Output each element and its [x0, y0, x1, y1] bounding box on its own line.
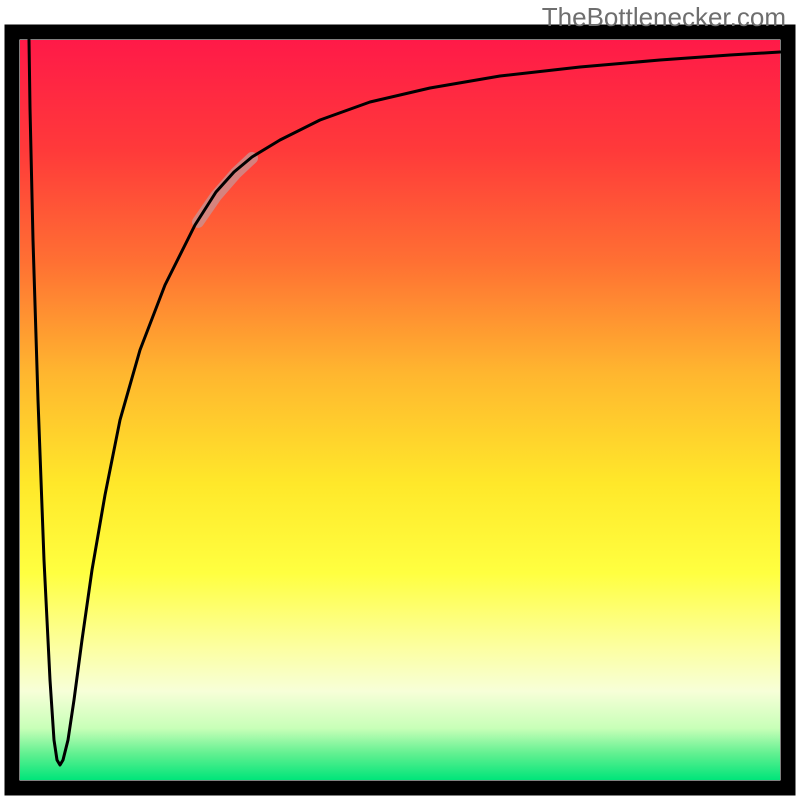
- chart-container: TheBottlenecker.com: [0, 0, 800, 800]
- plot-background: [20, 40, 780, 780]
- watermark-text: TheBottlenecker.com: [542, 2, 786, 33]
- chart-svg: [0, 0, 800, 800]
